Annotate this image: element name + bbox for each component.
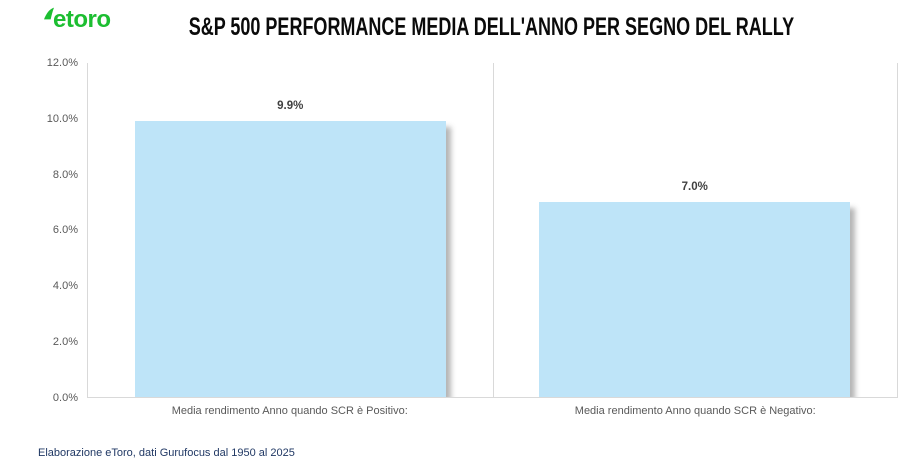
y-tick-label: 8.0% [52,168,78,181]
y-tick-label: 6.0% [52,224,78,237]
y-tick-label: 12.0% [46,57,78,69]
y-tick-label: 2.0% [52,336,78,349]
bar-chart-plot-area: 9.9% 7.0% [87,63,898,398]
y-axis-tick-labels: 12.0% 10.0% 8.0% 6.0% 4.0% 2.0% 0.0% [26,56,78,405]
panel-scr-positivo: 9.9% [88,63,493,397]
chart-title-wrap: S&P 500 PERFORMANCE MEDIA DELL'ANNO PER … [60,12,922,42]
bull-horn-left-icon [44,7,54,20]
bar [539,202,851,397]
etoro-logo-text: etoro [53,6,111,33]
panel-divider-line [492,63,494,397]
bar [134,121,446,397]
bar-column: 7.0% [539,63,851,397]
x-category-label: Media rendimento Anno quando SCR è Posit… [171,405,408,417]
y-tick-label: 10.0% [46,112,78,125]
chart-title: S&P 500 PERFORMANCE MEDIA DELL'ANNO PER … [188,13,794,41]
panel-scr-negativo: 7.0% [493,63,898,397]
etoro-logo: etoro [44,6,120,34]
x-axis-category-labels: Media rendimento Anno quando SCR è Posit… [87,405,898,417]
source-note: Elaborazione eToro, dati Gurufocus dal 1… [38,447,295,459]
bar-column: 9.9% [134,63,446,397]
y-tick-label: 4.0% [52,280,78,293]
y-tick-label: 0.0% [52,391,78,404]
x-category-label: Media rendimento Anno quando SCR è Negat… [574,405,816,417]
bar-value-label: 9.9% [277,100,304,113]
bar-value-label: 7.0% [681,181,708,194]
